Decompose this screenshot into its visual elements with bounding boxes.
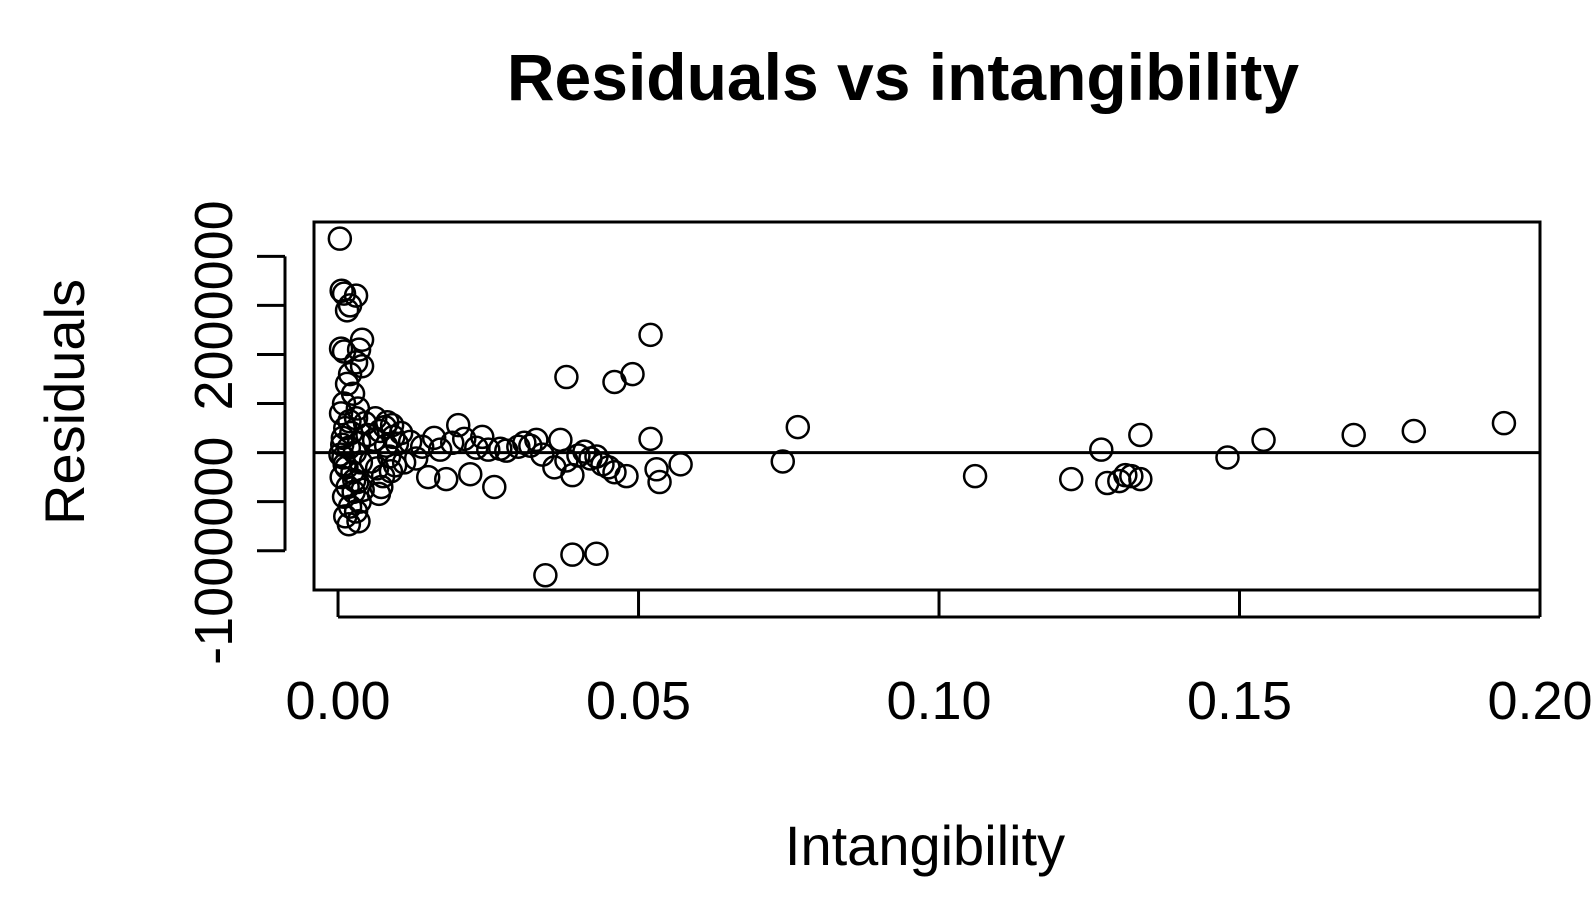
data-point [470,424,495,450]
data-point [785,414,811,440]
x-axis-label: Intangibility [785,814,1065,877]
data-point [388,420,414,446]
x-tick-label: 0.00 [285,671,390,731]
data-point [350,477,375,503]
data-point [1341,422,1366,448]
x-axis: 0.00 0.05 0.10 0.15 0.20 [285,590,1593,731]
data-point [378,459,404,484]
data-point [337,408,362,434]
data-point [346,509,371,534]
data-point [333,415,358,441]
y-tick-label: -1000000 [184,437,244,665]
data-point [327,226,353,251]
data-point [349,354,375,379]
data-point [560,542,585,567]
data-point [1128,422,1153,448]
data-point [566,443,591,468]
data-point [554,364,579,390]
x-tick-label: 0.05 [586,671,691,731]
data-point [343,350,369,375]
data-point [644,457,669,482]
data-point [638,322,663,348]
data-point [962,463,988,489]
data-point [445,412,471,438]
data-point [343,283,369,308]
data-point [1215,445,1240,470]
data-point [366,481,392,507]
data-point [331,281,357,306]
data-point [334,298,360,323]
data-point [1251,427,1276,453]
data-point [1058,466,1084,492]
data-point [602,459,627,485]
x-tick-label: 0.10 [886,671,991,731]
data-point [403,446,429,471]
data-point [1401,418,1427,444]
x-tick-label: 0.20 [1487,671,1592,731]
data-point [647,469,672,495]
data-point [397,429,423,455]
data-point [427,437,453,462]
data-point [439,430,465,456]
data-point [668,452,693,477]
data-point [329,432,355,458]
data-point [421,425,447,451]
y-tick-label: 2000000 [184,200,244,410]
data-point [372,414,398,440]
plot-frame [312,220,1542,592]
data-point [1491,410,1517,436]
data-point [533,563,558,588]
data-point [614,463,639,489]
data-point [584,541,609,566]
data-point [638,426,663,452]
x-tick-label: 0.15 [1187,671,1292,731]
data-point [524,427,549,453]
data-point [433,466,459,492]
data-point [328,401,354,426]
data-point [331,391,357,416]
data-point [415,464,441,490]
data-point [343,499,369,524]
chart-title: Residuals vs intangibility [507,40,1299,114]
data-point [548,427,573,453]
data-point [458,461,483,487]
data-point [476,437,501,462]
data-point [1128,466,1153,492]
data-point [770,449,796,474]
data-point [572,439,597,464]
y-axis: -1000000 2000000 [184,200,287,665]
data-point [482,474,507,500]
data-point [346,337,372,362]
data-point [620,361,645,387]
data-point [1089,437,1114,462]
data-point [349,327,375,353]
data-point [336,512,362,537]
data-point [337,361,363,387]
y-axis-label: Residuals [33,279,96,525]
data-points [327,226,1517,588]
data-point [328,336,354,361]
